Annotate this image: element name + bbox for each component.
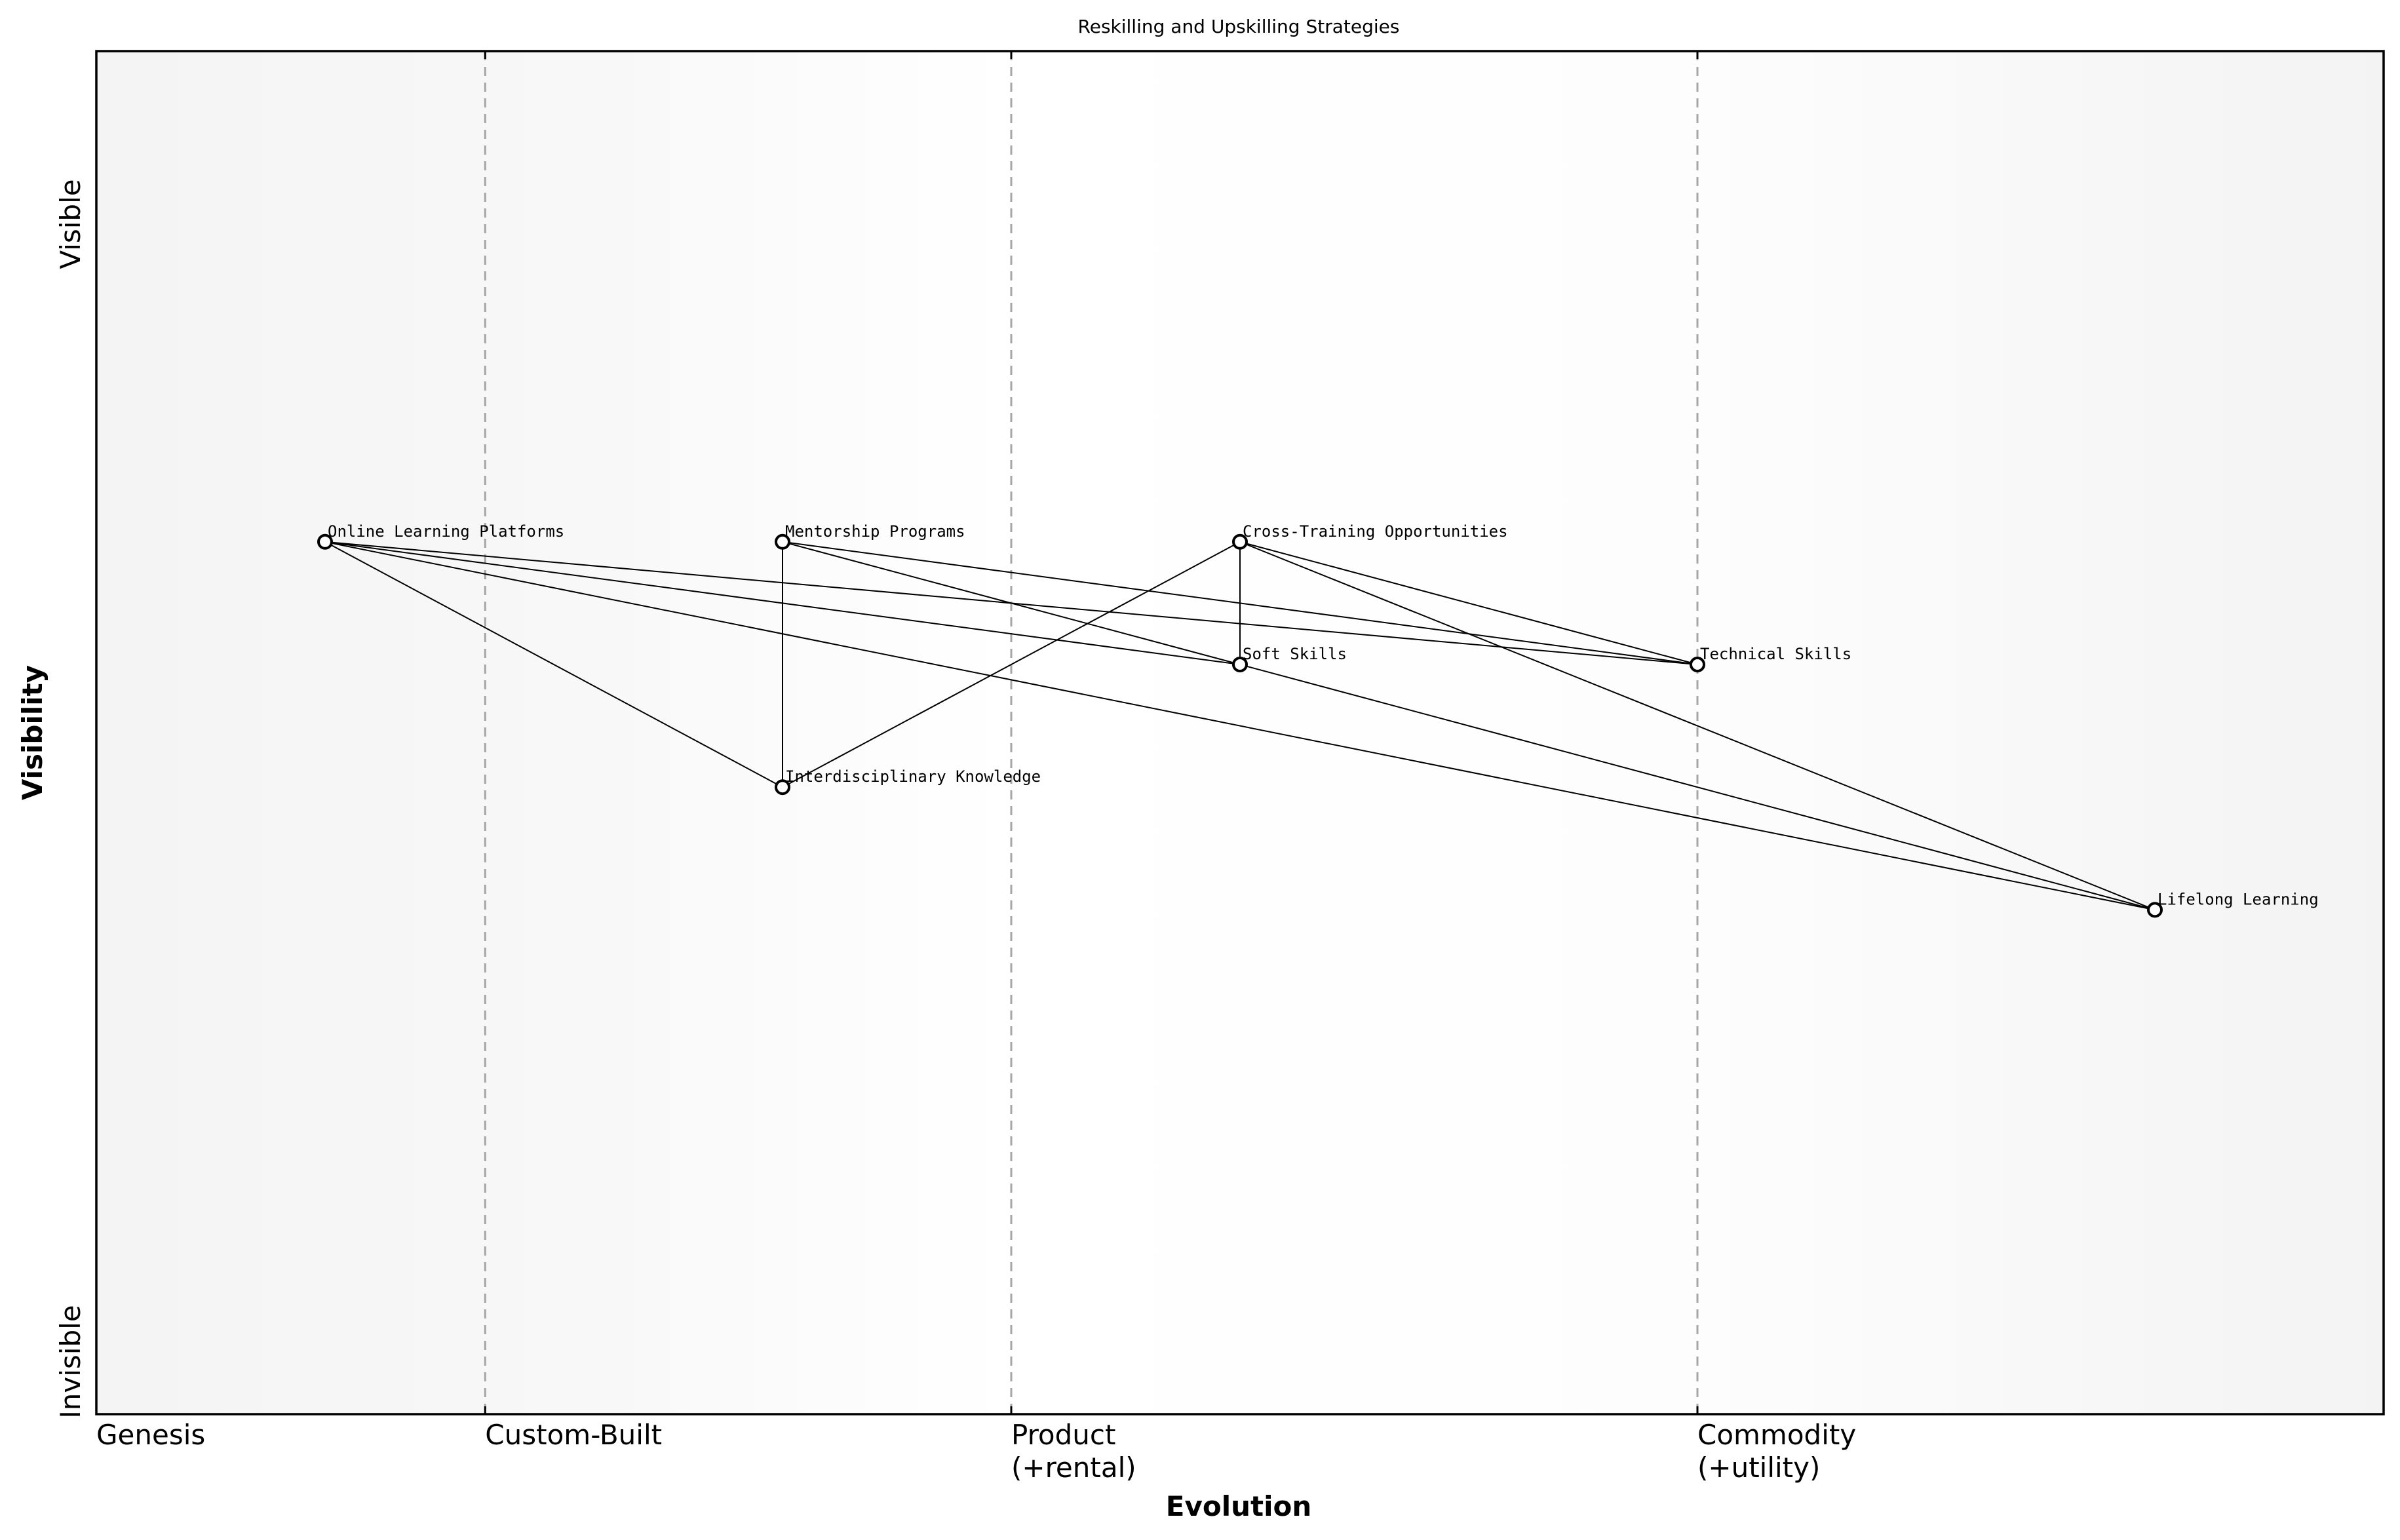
evolution-stage-labels: Genesis Custom-Built Product (+rental) Commo…: [96, 1419, 1856, 1484]
component-node-mp[interactable]: [775, 533, 790, 550]
dependency-links: [324, 541, 2156, 911]
link-cto-ts: [1239, 541, 1698, 665]
stage-label: Commodity (+utility): [1697, 1419, 1856, 1484]
component-label-mp: Mentorship Programs: [785, 522, 965, 541]
component-label-ts: Technical Skills: [1700, 645, 1851, 663]
stage-label-line: (+utility): [1697, 1452, 1820, 1484]
component-node-olp[interactable]: [317, 533, 333, 550]
component-label-olp: Online Learning Platforms: [328, 522, 564, 541]
component-node-ts[interactable]: [1690, 657, 1705, 672]
component-label-ll: Lifelong Learning: [2158, 890, 2319, 908]
stage-label-line: Custom-Built: [485, 1419, 662, 1451]
x-axis-title: Evolution: [1166, 1490, 1311, 1522]
y-axis-title: Visibility: [16, 665, 48, 800]
evolution-stage-dividers: [484, 51, 1699, 1414]
map-title: Reskilling and Upskilling Strategies: [1078, 16, 1400, 37]
plot-background: [96, 51, 2384, 1414]
components: [317, 533, 2163, 918]
component-label-ik: Interdisciplinary Knowledge: [785, 767, 1041, 786]
stage-label-line: Genesis: [96, 1419, 205, 1451]
link-olp-ik: [324, 541, 783, 788]
stage-label-line: (+rental): [1011, 1452, 1136, 1484]
component-node-ll[interactable]: [2147, 902, 2163, 918]
component-node-ss[interactable]: [1232, 657, 1248, 672]
component-label-ss: Soft Skills: [1243, 645, 1347, 663]
stage-label-line: Commodity: [1697, 1419, 1856, 1451]
stage-label-line: Product: [1011, 1419, 1115, 1451]
component-label-cto: Cross-Training Opportunities: [1243, 522, 1508, 541]
stage-label: Product (+rental): [1011, 1419, 1136, 1484]
stage-label: Custom-Built: [485, 1419, 662, 1451]
plot-frame: [95, 50, 2385, 1415]
y-top-label: Visible: [54, 179, 87, 269]
component-node-cto[interactable]: [1232, 533, 1248, 550]
link-mp-ss: [782, 541, 1241, 665]
link-ss-ll: [1239, 664, 2156, 911]
y-bottom-label: Invisible: [54, 1305, 87, 1418]
component-node-ik[interactable]: [775, 779, 790, 796]
stage-label: Genesis: [96, 1419, 205, 1451]
link-olp-ll: [324, 541, 2156, 911]
link-cto-ik: [782, 541, 1241, 788]
component-labels: Online Learning Platforms Mentorship Prog…: [328, 522, 2319, 909]
link-cto-ll: [1239, 541, 2156, 911]
